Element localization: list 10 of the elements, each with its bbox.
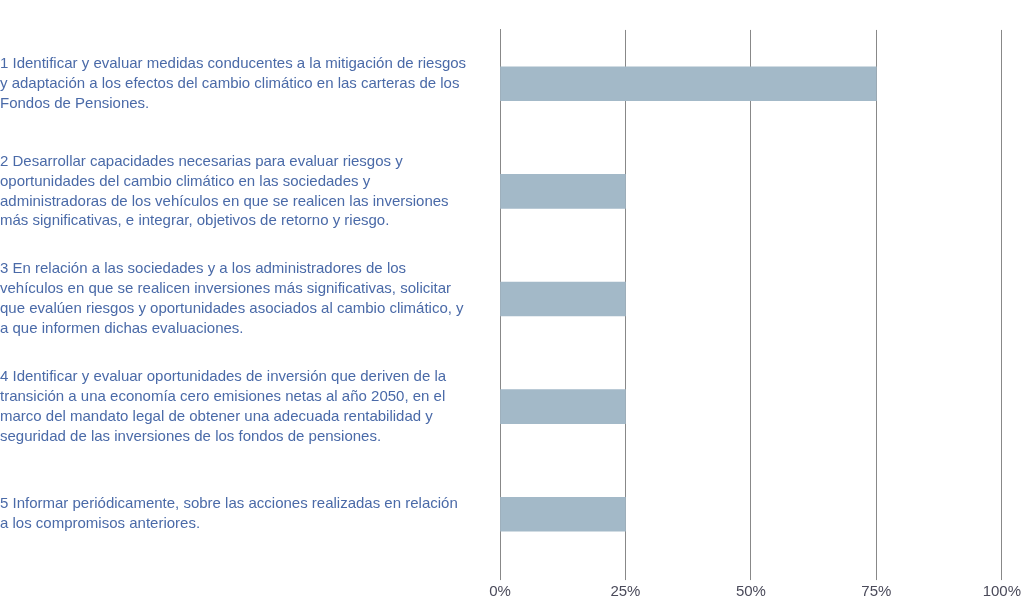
y-tick-label: 1 Identificar y evaluar medidas conducentes a la mitigación de riesgos y adaptación a los efectos del cambio climático en las carteras de los Fondos de Pensiones. <box>0 53 467 111</box>
x-tick-label: 75% <box>861 582 892 600</box>
x-tick-label: 0% <box>489 582 511 600</box>
y-tick-label: 2 Desarrollar capacidades necesarias para evaluar riesgos y oportunidades del cambio climático en las sociedades y administradoras de los vehículos en que se realicen las inversiones más significativas, e integrar, objetivos de retorno y riesgo. <box>0 151 449 229</box>
x-tick-label: 25% <box>610 582 641 600</box>
x-tick-label: 50% <box>735 582 766 600</box>
x-tick-label: 100% <box>982 582 1022 600</box>
y-tick-label: 3 En relación a las sociedades y a los administradores de los vehículos en que se realicen inversiones más significativas, solicitar que evalúen riesgos y oportunidades asociados al cambio climático, y a que informen dichas evaluaciones. <box>0 259 465 337</box>
y-tick-label: 5 Informar periódicamente, sobre las acciones realizadas en relación a los compromisos anteriores. <box>0 494 458 532</box>
y-tick-label: 4 Identificar y evaluar oportunidades de inversión que deriven de la transición a una economía cero emisiones netas al año 2050, en el marco del mandato legal de obtener una adecuada rentabilidad y seguridad de las inversiones de los fondos de pensiones. <box>0 366 447 444</box>
